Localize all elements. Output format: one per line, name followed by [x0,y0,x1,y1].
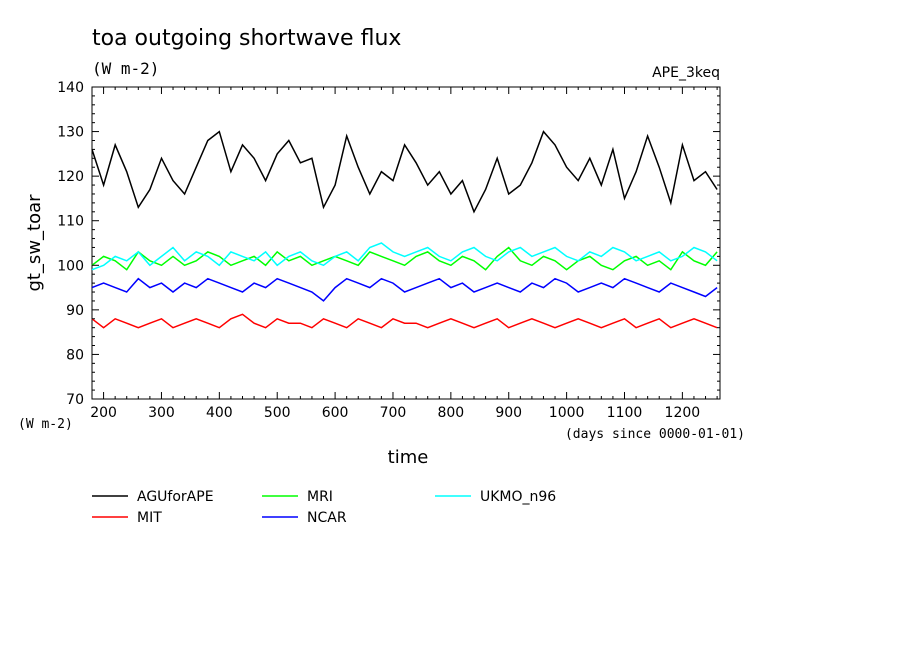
y-axis-units: (W m-2) [18,417,73,432]
y-tick-label: 70 [66,392,84,408]
y-ticks: 70 80 90 100 110 120 130 140 [57,80,720,408]
plot-frame [91,86,721,400]
x-axis-units: (days since 0000-01-01) [565,427,745,442]
y-tick-label: 110 [57,214,84,230]
series-layer [91,130,718,329]
chart-title: toa outgoing shortwave flux [92,26,401,51]
chart-subtitle: (W m-2) [92,59,159,78]
series-line-mri [91,246,718,271]
x-axis-label: time [388,447,429,468]
series-line-mit [91,313,718,329]
legend-label: AGUforAPE [137,489,214,505]
x-tick-label: 1100 [607,405,643,421]
y-tick-label: 80 [66,347,84,363]
x-tick-label: 1000 [549,405,585,421]
x-tick-label: 300 [148,405,175,421]
y-tick-label: 100 [57,258,84,274]
legend-label: MIT [137,510,162,526]
y-tick-label: 120 [57,169,84,185]
x-ticks: 200 300 400 500 600 700 800 900 1000 1100 1200 [90,87,718,421]
x-tick-label: 600 [322,405,349,421]
y-tick-label: 140 [57,80,84,96]
x-tick-label: 900 [495,405,522,421]
run-label: APE_3keq [652,65,720,81]
y-axis-label: gt_sw_toar [24,194,45,292]
legend: AGUforAPE MIT MRI NCAR UKMO_n96 [92,489,556,526]
legend-label: NCAR [307,510,347,526]
y-tick-label: 130 [57,125,84,141]
x-tick-label: 700 [380,405,407,421]
y-tick-label: 90 [66,303,84,319]
x-tick-label: 400 [206,405,233,421]
series-line-ncar [91,277,718,302]
legend-label: UKMO_n96 [480,489,556,505]
legend-label: MRI [307,489,333,505]
series-line-aguforape [91,130,718,214]
x-tick-label: 500 [264,405,291,421]
x-tick-label: 800 [437,405,464,421]
series-line-ukmo-n96 [91,242,718,271]
x-tick-label: 200 [90,405,117,421]
x-tick-label: 1200 [665,405,701,421]
